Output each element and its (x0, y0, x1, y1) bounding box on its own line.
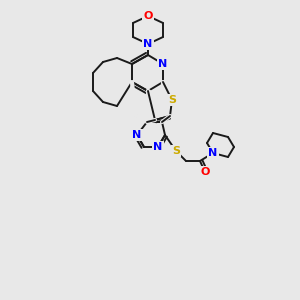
Text: O: O (143, 11, 153, 21)
Text: N: N (143, 39, 153, 49)
Text: N: N (153, 142, 163, 152)
Text: N: N (208, 148, 217, 158)
Text: O: O (200, 167, 210, 177)
Text: N: N (132, 130, 142, 140)
Text: S: S (172, 146, 180, 156)
Text: N: N (158, 59, 168, 69)
Text: S: S (168, 95, 176, 105)
